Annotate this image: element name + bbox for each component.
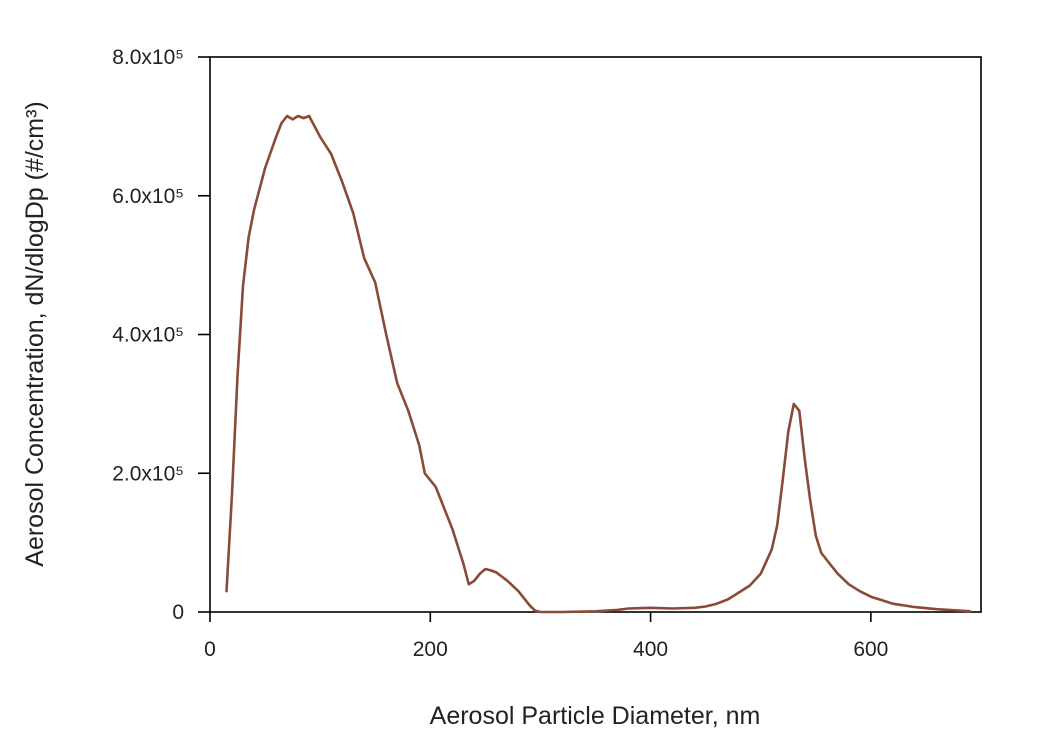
y-tick-label: 8.0x10⁵ [112,46,184,69]
plot-frame [209,56,982,613]
x-tick-label: 600 [853,638,888,661]
series-layer [225,114,972,614]
series-line [225,114,972,614]
y-axis-ticks: 0 2.0x10⁵ 4.0x10⁵ 6.0x10⁵ 8.0x10⁵ [112,46,210,624]
y-tick-label: 0 [172,601,184,624]
x-tick-label: 200 [413,638,448,661]
x-axis-ticks: 0 200 400 600 [204,612,888,661]
y-tick-label: 6.0x10⁵ [112,185,184,208]
x-tick-label: 0 [204,638,216,661]
y-tick-label: 2.0x10⁵ [112,462,184,485]
x-tick-label: 400 [633,638,668,661]
y-axis-title: Aerosol Concentration, dN/dlogDp (#/cm³) [21,101,49,566]
x-axis-title: Aerosol Particle Diameter, nm [430,702,761,730]
y-tick-label: 4.0x10⁵ [112,324,184,347]
